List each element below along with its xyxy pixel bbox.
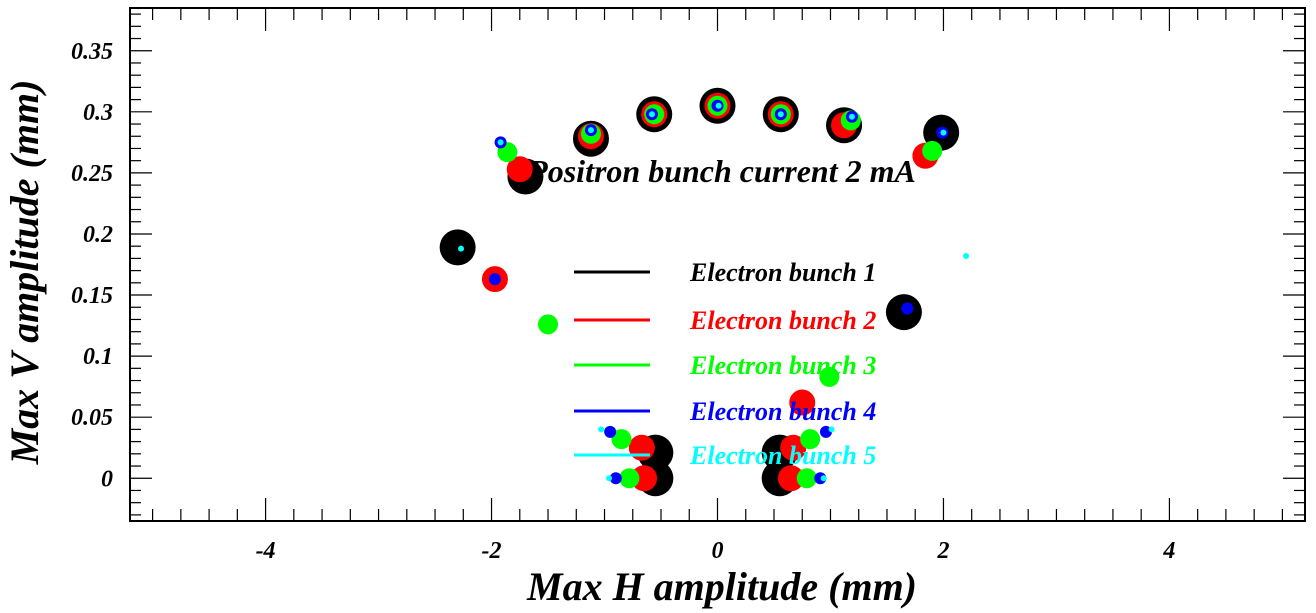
y-tick-label: 0.2: [83, 222, 113, 248]
data-point: [587, 127, 594, 134]
data-point: [940, 129, 947, 136]
data-point: [777, 465, 804, 492]
x-axis-title: Max H amplitude (mm): [526, 564, 917, 609]
legend-label: Electron bunch 3: [689, 351, 876, 380]
y-tick-label: 0.05: [71, 405, 113, 431]
data-point: [538, 314, 559, 335]
y-tick-label: 0.35: [71, 39, 113, 65]
y-tick-labels: 0 0.05 0.1 0.15 0.2 0.25 0.3 0.35: [71, 39, 113, 493]
axis-ticks: [130, 8, 1305, 521]
y-tick-label: 0: [101, 466, 113, 492]
data-point: [506, 156, 533, 183]
data-point: [796, 468, 817, 489]
x-tick-label: -4: [256, 538, 276, 564]
data-point: [901, 302, 914, 315]
data-point: [963, 252, 970, 259]
legend-label: Electron bunch 4: [689, 397, 876, 426]
data-point: [777, 111, 784, 118]
data-point: [814, 472, 827, 485]
data-point: [628, 434, 655, 461]
data-point: [606, 475, 613, 482]
data-point: [611, 429, 632, 450]
data-point: [828, 426, 835, 433]
y-tick-label: 0.25: [71, 161, 113, 187]
series-5: [458, 102, 970, 482]
data-point: [819, 366, 840, 387]
data-point: [598, 426, 605, 433]
x-tick-label: 4: [1162, 538, 1175, 564]
data-point: [648, 111, 655, 118]
y-tick-label: 0.15: [71, 283, 113, 309]
data-points: [439, 87, 970, 497]
x-tick-label: -2: [482, 538, 502, 564]
data-point: [604, 425, 617, 438]
data-point: [922, 140, 943, 161]
y-tick-label: 0.3: [83, 100, 113, 126]
legend: Electron bunch 1 Electron bunch 2 Electron…: [574, 258, 876, 470]
data-point: [497, 139, 504, 146]
data-point: [789, 389, 816, 416]
x-tick-labels: -4 -2 0 2 4: [256, 538, 1176, 564]
legend-label: Electron bunch 1: [689, 258, 876, 287]
data-point: [619, 468, 640, 489]
data-point: [488, 273, 501, 286]
data-point: [458, 245, 465, 252]
data-point: [780, 434, 807, 461]
series-1: [439, 87, 960, 497]
legend-label: Electron bunch 2: [689, 306, 876, 335]
x-tick-label: 2: [936, 538, 949, 564]
data-point: [800, 429, 821, 450]
legend-label: Electron bunch 5: [689, 441, 876, 470]
data-point: [609, 472, 622, 485]
data-point: [439, 229, 476, 266]
x-tick-label: 0: [712, 538, 724, 564]
data-point: [848, 113, 855, 120]
y-axis-title: Max V amplitude (mm): [2, 80, 47, 466]
y-tick-label: 0.1: [83, 344, 113, 370]
chart-title: Positron bunch current 2 mA: [527, 153, 916, 189]
data-point: [715, 102, 722, 109]
data-point: [631, 465, 658, 492]
data-point: [820, 475, 827, 482]
